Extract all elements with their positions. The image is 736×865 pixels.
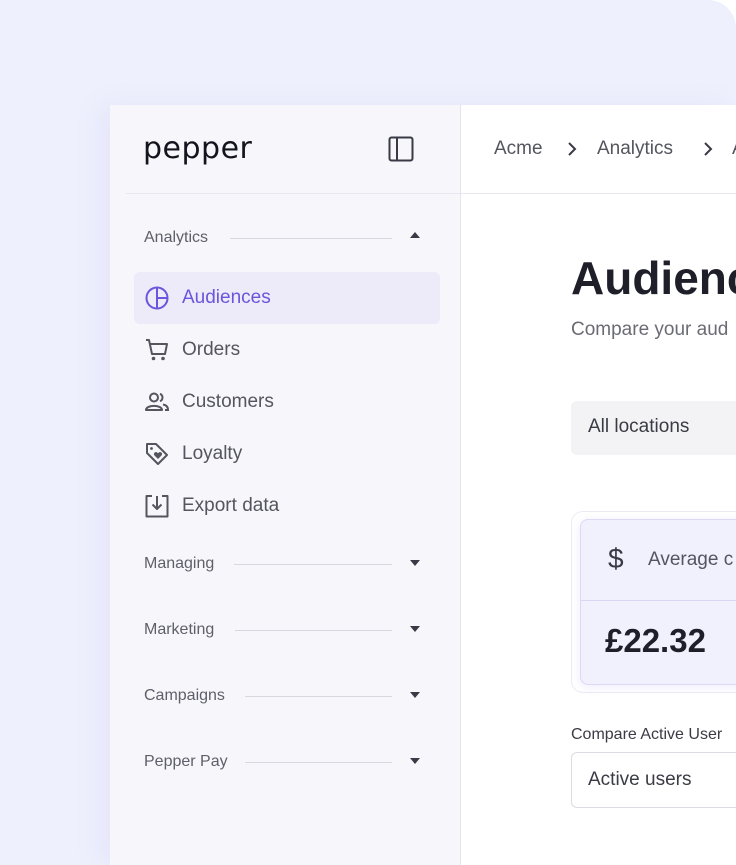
sidebar-toggle-button[interactable] (388, 136, 414, 162)
sidebar-item-loyalty[interactable]: Loyalty (134, 428, 440, 480)
section-divider (245, 696, 392, 697)
breadcrumb: Acme Analytics A (461, 105, 736, 194)
location-select[interactable]: All locations (571, 401, 736, 455)
chevron-down-icon (410, 560, 420, 566)
dollar-icon: $ (608, 543, 624, 574)
chevron-right-icon (568, 142, 577, 156)
breadcrumb-item-analytics[interactable]: Analytics (597, 138, 674, 159)
sidebar: pepper Analytics Audiences (110, 105, 461, 865)
tag-heart-icon (146, 443, 168, 465)
page-subtitle: Compare your aud (571, 319, 729, 340)
section-marketing[interactable]: Marketing (144, 618, 422, 642)
download-icon (145, 495, 169, 518)
stat-label: Average c (648, 549, 734, 570)
location-select-value: All locations (588, 416, 690, 437)
app-window: pepper Analytics Audiences (110, 105, 736, 865)
sidebar-toggle-icon (388, 136, 414, 162)
breadcrumb-item-acme[interactable]: Acme (494, 138, 543, 159)
section-label: Analytics (144, 229, 209, 246)
breadcrumb-item-current[interactable]: A (732, 138, 736, 160)
section-label: Campaigns (144, 687, 225, 704)
sidebar-item-label: Orders (182, 339, 241, 360)
section-pepper-pay[interactable]: Pepper Pay (144, 750, 422, 774)
section-campaigns[interactable]: Campaigns (144, 684, 422, 708)
section-label: Marketing (144, 621, 215, 638)
sidebar-item-label: Audiences (182, 287, 271, 308)
stat-card-header: $ Average c (581, 520, 736, 601)
section-divider (245, 762, 392, 763)
section-divider (230, 238, 392, 239)
sidebar-item-label: Export data (182, 495, 280, 516)
page-title: Audienc (571, 252, 736, 304)
sidebar-item-label: Loyalty (182, 443, 243, 464)
cart-icon (146, 339, 168, 361)
chevron-down-icon (410, 626, 420, 632)
sidebar-item-orders[interactable]: Orders (134, 324, 440, 376)
section-managing[interactable]: Managing (144, 552, 422, 576)
sidebar-item-export-data[interactable]: Export data (134, 480, 440, 532)
section-label: Managing (144, 555, 215, 572)
section-analytics[interactable]: Analytics (144, 226, 422, 250)
sidebar-item-audiences[interactable]: Audiences (134, 272, 440, 324)
stat-value: £22.32 (605, 622, 706, 659)
logo: pepper (143, 131, 253, 166)
stat-card[interactable]: $ Average c £22.32 (580, 519, 736, 685)
compare-label: Compare Active User (571, 726, 723, 743)
section-label: Pepper Pay (144, 753, 228, 770)
chevron-down-icon (410, 692, 420, 698)
chevron-up-icon (410, 232, 420, 238)
chevron-right-icon (704, 142, 713, 156)
chevron-down-icon (410, 758, 420, 764)
compare-select[interactable]: Active users (571, 752, 736, 808)
section-divider (234, 564, 392, 565)
sidebar-header: pepper (126, 105, 460, 194)
users-icon (145, 392, 170, 411)
pie-chart-icon (145, 286, 169, 310)
sidebar-item-label: Customers (182, 391, 274, 412)
section-divider (235, 630, 392, 631)
compare-select-value: Active users (588, 769, 692, 790)
sidebar-item-customers[interactable]: Customers (134, 376, 440, 428)
stat-panel: $ Average c £22.32 (571, 511, 736, 693)
